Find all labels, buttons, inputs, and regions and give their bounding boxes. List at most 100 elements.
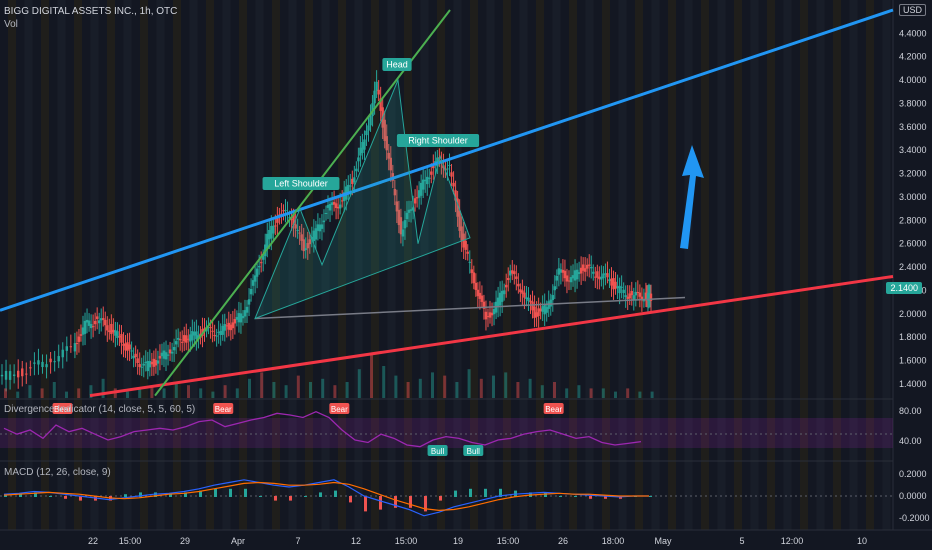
candle-body [468,261,471,263]
candle-body [359,147,362,156]
candle-body [193,331,196,336]
candle-body [106,325,109,331]
candle-body [389,157,392,171]
macd-histogram-bar [169,494,172,497]
candle-body [75,343,79,345]
candle-body [164,352,168,360]
candle-body [606,273,609,278]
candle-body [403,220,407,229]
signal-bull-label: Bull [467,447,481,456]
volume-bar [40,388,44,398]
candle-body [229,324,233,331]
candle-body [612,278,615,290]
candle-body [334,203,338,209]
candle-body [73,343,77,352]
session-stripe [404,0,412,530]
session-stripe [288,0,297,530]
candle-body [274,225,277,227]
candle-body [185,335,188,343]
candle-body [235,317,239,320]
session-stripe [833,0,841,530]
candle-body [397,209,401,226]
candle-body [136,358,139,364]
candle-body [393,188,397,196]
candle-body [596,271,599,278]
volume-bar [89,385,93,398]
candle-body [426,176,429,185]
candle-body [448,164,451,166]
candle-body [551,295,554,301]
x-tick-label: 15:00 [395,536,418,546]
up-arrow-icon [680,145,704,249]
y-tick-label: 2.6000 [899,239,927,249]
session-stripe [734,0,742,530]
volume-bar [553,382,556,398]
candle-body [432,166,435,169]
neckline [254,296,686,320]
candle-body [197,335,200,339]
candle-body [460,226,463,241]
volume-bar [492,375,495,398]
candle-body [511,270,514,274]
session-stripe [90,0,99,530]
candle-body [314,228,318,240]
candle-body [478,292,482,299]
candle-body [247,299,251,305]
candle-body [375,81,378,91]
candle-body [343,192,346,202]
volume-bar [455,382,459,398]
candle-body [555,275,559,281]
session-stripe [552,0,561,530]
candle-body [632,295,635,300]
candle-body [604,273,607,275]
session-stripe [24,0,33,530]
candle-body [563,270,567,279]
candle-body [290,218,293,220]
candle-body [363,139,366,150]
candle-body [174,341,178,345]
candle-body [0,374,4,377]
macd-line [3,479,649,517]
candle-body [91,326,95,328]
right-shoulder-label: Right Shoulder [408,136,468,146]
candle-body [45,364,48,368]
volume-bar [626,388,630,398]
y-tick-label: 3.6000 [899,122,927,132]
candle-body [239,313,243,323]
candle-body [87,320,91,326]
volume-bar [443,375,447,398]
candle-body [95,316,99,319]
candle-body [411,207,415,211]
candle-body [223,324,226,331]
head-label-box [382,58,412,71]
session-stripe [701,0,709,530]
candle-body [243,310,247,317]
x-tick-label: 7 [295,536,300,546]
candle-body [330,202,334,206]
hs-pattern-area [254,78,471,320]
volume-bar [516,382,520,398]
session-stripe [206,0,214,530]
candle-body [351,178,354,185]
candle-body [539,308,542,312]
session-stripe [321,0,330,530]
candle-body [158,355,162,359]
session-stripe [338,0,346,530]
volume-bar [162,388,166,398]
currency-badge[interactable]: USD [898,4,926,16]
candle-body [189,334,192,342]
candle-body [178,339,182,341]
candle-body [8,371,12,380]
macd-histogram-bar [649,496,652,497]
candle-body [322,220,326,223]
candle-body [156,360,160,364]
candle-body [630,290,633,296]
candle-body [150,361,154,365]
macd-histogram-bar [439,496,442,501]
candle-body [225,325,228,327]
session-stripe [866,0,874,530]
candle-body [581,264,585,271]
candle-body [162,350,166,359]
macd-histogram-bar [469,488,472,497]
